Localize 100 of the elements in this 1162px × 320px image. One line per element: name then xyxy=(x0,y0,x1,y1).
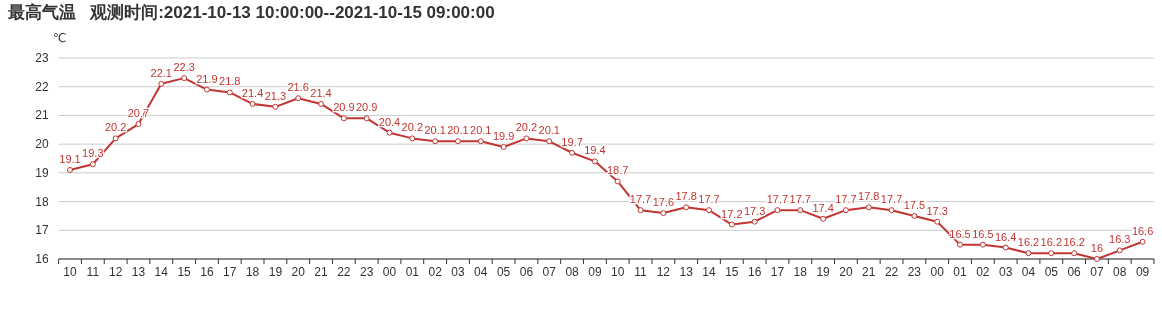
data-label: 20.4 xyxy=(378,115,401,128)
data-label: 21.8 xyxy=(219,75,241,88)
x-tick-label: 03 xyxy=(998,265,1013,279)
y-tick-label: 20 xyxy=(35,137,49,152)
x-tick-label: 04 xyxy=(1021,265,1036,279)
data-label: 18.7 xyxy=(607,164,629,177)
data-label: 22.1 xyxy=(150,66,172,79)
x-tick-label: 14 xyxy=(702,265,716,279)
x-tick-label: 13 xyxy=(679,265,694,279)
x-tick-label: 23 xyxy=(360,265,374,279)
x-tick-label: 03 xyxy=(451,265,465,279)
x-tick-label: 19 xyxy=(268,265,283,279)
x-tick-label: 09 xyxy=(588,265,602,279)
data-label: 20.1 xyxy=(447,124,469,137)
data-label: 16.5 xyxy=(972,227,994,240)
data-label: 20.9 xyxy=(355,101,378,114)
data-label: 17.8 xyxy=(675,190,697,203)
data-label: 20.1 xyxy=(470,124,492,137)
x-tick-label: 07 xyxy=(542,265,557,279)
data-label: 21.9 xyxy=(196,72,218,85)
x-tick-label: 20 xyxy=(291,265,306,279)
x-tick-label: 00 xyxy=(382,265,397,279)
x-tick-label: 19 xyxy=(816,265,831,279)
data-label: 17.2 xyxy=(721,207,743,220)
data-label: 16.2 xyxy=(1040,236,1063,249)
x-tick-label: 02 xyxy=(428,265,443,279)
data-label: 21.3 xyxy=(264,89,287,102)
data-label: 21.4 xyxy=(310,86,332,99)
data-label: 17.6 xyxy=(652,196,675,209)
x-tick-label: 21 xyxy=(862,265,876,279)
data-label: 16.5 xyxy=(949,227,971,240)
y-tick-label: 16 xyxy=(35,252,49,266)
x-tick-label: 05 xyxy=(496,265,511,279)
data-label: 16.6 xyxy=(1131,224,1154,237)
data-label: 20.1 xyxy=(424,124,446,137)
x-tick-label: 07 xyxy=(1090,265,1104,279)
data-label: 19.3 xyxy=(82,147,104,160)
data-label: 19.7 xyxy=(561,135,583,148)
data-label: 16.4 xyxy=(994,230,1017,243)
data-label: 17.7 xyxy=(789,193,811,206)
x-tick-label: 13 xyxy=(131,265,146,279)
x-tick-label: 16 xyxy=(200,265,214,279)
data-label: 21.4 xyxy=(241,86,264,99)
chart-title: 最高气温 观测时间:2021-10-13 10:00:00--2021-10-15 09:00:00 xyxy=(7,3,495,22)
data-label: 17.4 xyxy=(812,201,834,214)
x-tick-label: 12 xyxy=(656,265,671,279)
x-tick-label: 08 xyxy=(1113,265,1127,279)
data-label: 16.2 xyxy=(1063,236,1085,249)
data-label: 17.3 xyxy=(926,204,948,217)
x-tick-label: 11 xyxy=(634,265,648,279)
x-tick-label: 18 xyxy=(793,265,808,279)
x-tick-label: 11 xyxy=(86,265,100,279)
x-tick-label: 09 xyxy=(1135,265,1150,279)
x-tick-label: 21 xyxy=(314,265,329,279)
y-tick-label: 19 xyxy=(35,165,49,180)
data-label: 22.3 xyxy=(173,61,195,74)
data-label: 16.2 xyxy=(1017,236,1040,249)
x-tick-label: 20 xyxy=(839,265,853,279)
x-tick-label: 05 xyxy=(1044,265,1059,279)
x-tick-label: 23 xyxy=(907,265,922,279)
x-tick-label: 06 xyxy=(519,265,534,279)
data-label: 21.6 xyxy=(287,81,309,94)
data-label: 17.7 xyxy=(880,193,903,206)
x-tick-label: 15 xyxy=(725,265,739,279)
y-tick-label: 17 xyxy=(35,223,49,238)
data-label: 17.7 xyxy=(698,193,720,206)
data-label: 20.9 xyxy=(333,101,355,114)
y-tick-label: 21 xyxy=(35,108,49,123)
y-tick-label: 23 xyxy=(35,51,49,65)
x-tick-label: 10 xyxy=(611,265,625,279)
x-tick-label: 00 xyxy=(930,265,945,279)
data-label: 20.2 xyxy=(401,121,424,134)
x-tick-label: 06 xyxy=(1067,265,1082,279)
x-tick-label: 14 xyxy=(154,265,169,279)
x-tick-label: 22 xyxy=(884,265,899,279)
x-tick-label: 01 xyxy=(405,265,420,279)
data-label: 17.5 xyxy=(903,198,926,211)
x-tick-label: 10 xyxy=(63,265,77,279)
data-label: 19.1 xyxy=(59,152,81,165)
data-label: 20.2 xyxy=(104,121,127,134)
data-label: 17.7 xyxy=(835,193,857,206)
x-tick-label: 17 xyxy=(770,265,785,279)
x-tick-label: 15 xyxy=(177,265,192,279)
y-tick-label: 22 xyxy=(35,79,49,94)
x-tick-label: 17 xyxy=(223,265,237,279)
data-label: 16.3 xyxy=(1109,233,1131,246)
data-label: 17.3 xyxy=(743,204,766,217)
data-label: 19.4 xyxy=(584,144,606,157)
data-label: 20.2 xyxy=(515,121,538,134)
data-label: 17.7 xyxy=(766,193,789,206)
x-tick-label: 22 xyxy=(337,265,351,279)
x-tick-label: 02 xyxy=(976,265,990,279)
x-tick-label: 16 xyxy=(747,265,762,279)
y-tick-label: 18 xyxy=(35,194,49,209)
x-tick-label: 04 xyxy=(474,265,488,279)
data-label: 17.8 xyxy=(858,190,880,203)
data-label: 19.9 xyxy=(492,130,515,143)
data-label: 16 xyxy=(1090,242,1104,254)
x-tick-label: 18 xyxy=(245,265,260,279)
y-axis-title: ℃ xyxy=(53,31,67,45)
